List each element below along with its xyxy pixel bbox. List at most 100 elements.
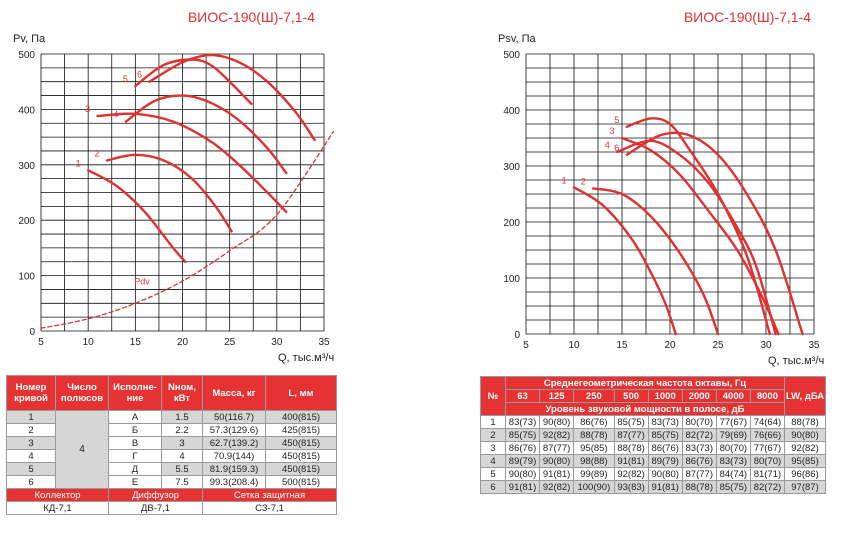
level-cell: 90(80): [539, 454, 575, 468]
mass: 99.3(208.4): [202, 475, 266, 489]
variant: Е: [108, 475, 162, 489]
level-cell: 91(81): [504, 480, 541, 494]
pv-series-label-4: 4: [113, 110, 118, 120]
level-cell: 92(82): [613, 467, 649, 481]
variant: А: [108, 410, 162, 424]
power: 3: [161, 436, 203, 450]
level-cell: 88(78): [573, 428, 615, 442]
right-chart: ВИОС-190(Ш)-7,1-4 5 10 15 20 25 30 35 0 100 200 30…: [421, 0, 842, 370]
pv-x-tick-label: 25: [224, 337, 236, 348]
header-curve-number: Номер кривой: [6, 375, 56, 411]
header-frequency-title: Среднегеометрическая частота октавы, Гц: [505, 376, 785, 390]
level-cell: 77(67): [749, 441, 786, 455]
pv-x-tick-label: 15: [130, 337, 142, 348]
lw-value: 88(78): [784, 415, 826, 429]
psv-series-label-2: 2: [581, 176, 586, 186]
variant: Б: [108, 423, 162, 437]
psv-series-1: [572, 186, 677, 336]
pv-x-tick-label: 20: [177, 337, 189, 348]
header-variant: Исполне-ние: [108, 375, 162, 411]
psv-y-tick-label: 400: [503, 106, 520, 117]
psv-x-tick-label: 10: [568, 340, 580, 351]
lw-value: 96(86): [784, 467, 826, 481]
level-cell: 77(67): [715, 415, 751, 429]
freq-250: 250: [573, 389, 615, 403]
level-cell: 83(73): [681, 441, 717, 455]
psv-series-3: [620, 136, 780, 336]
pv-series-label-1: 1: [76, 158, 81, 168]
mass: 62.7(139.2): [202, 436, 266, 450]
level-cell: 90(80): [504, 467, 541, 481]
header-level-title: Уровень звуковой мощности в полосе, дБ: [505, 402, 785, 416]
curve-number: 5: [6, 462, 56, 476]
psv-y-tick-label: 500: [503, 50, 520, 61]
header-length: L, мм: [265, 375, 337, 411]
psv-series-5: [625, 117, 771, 336]
psv-series-6: [625, 131, 804, 336]
level-cell: 88(78): [613, 441, 649, 455]
level-cell: 91(81): [613, 454, 649, 468]
psv-series-2: [592, 187, 720, 336]
header-lw: LW, дБА: [784, 376, 826, 416]
diffuser-header: Диффузор: [108, 488, 203, 502]
level-cell: 84(74): [715, 467, 751, 481]
level-cell: 82(72): [681, 428, 717, 442]
left-chart: ВИОС-190(Ш)-7,1-4 5 10 15 20 25 30 35 0 100 200 30…: [0, 0, 421, 370]
lw-value: 90(80): [784, 428, 826, 442]
pv-series-3: [96, 112, 288, 214]
pv-series-label-5: 5: [123, 74, 128, 84]
pv-x-tick-label: 30: [271, 337, 283, 348]
pv-series-label-2: 2: [95, 148, 100, 158]
level-cell: 91(81): [647, 480, 683, 494]
level-cell: 85(75): [647, 428, 683, 442]
row-number: 5: [480, 467, 506, 481]
level-cell: 86(76): [681, 454, 717, 468]
psv-series-label-5: 5: [614, 115, 619, 125]
table-row: 1 83(73) 90(80) 86(76) 85(75) 83(73) 80(70) 77(…: [480, 415, 826, 429]
pv-series-pdv: [40, 130, 335, 329]
psv-x-axis-label: Q, тыс.м³/ч: [768, 355, 824, 367]
length: 450(815): [265, 449, 337, 463]
curve-number: 6: [6, 475, 56, 489]
lw-value: 92(82): [784, 441, 826, 455]
freq-1000: 1000: [647, 389, 683, 403]
pv-series-6: [148, 53, 316, 142]
level-cell: 92(82): [539, 480, 575, 494]
table-row: 1 4 А 1.5 50(116.7) 400(815): [6, 410, 337, 489]
power: 1.5: [161, 410, 203, 424]
psv-x-tick-label: 25: [712, 340, 724, 351]
level-cell: 98(88): [573, 454, 615, 468]
grid-value: СЗ-7,1: [202, 501, 337, 515]
pv-series-1: [87, 169, 187, 263]
curve-number: 1: [6, 410, 56, 424]
noise-table: № Среднегеометрическая частота октавы, Г…: [480, 376, 826, 494]
pv-series-label-6: 6: [137, 70, 142, 80]
table-row: 6 91(81) 92(82) 100(90) 93(83) 91(81) 88(78) 85…: [480, 480, 826, 494]
pv-y-tick-label: 300: [18, 161, 35, 172]
level-cell: 91(81): [539, 467, 575, 481]
row-number: 6: [480, 480, 506, 494]
freq-4000: 4000: [715, 389, 751, 403]
table-row: 4 89(79) 90(80) 98(88) 91(81) 89(79) 86(76) 83(…: [480, 454, 826, 468]
power: 4: [161, 449, 203, 463]
length: 400(815): [265, 410, 337, 424]
level-cell: 83(73): [647, 415, 683, 429]
psv-series-label-6: 6: [614, 143, 619, 153]
pv-y-axis-label: Pv, Па: [13, 33, 46, 45]
header-power: Nном, кВт: [161, 375, 203, 411]
grid-header: Сетка защитная: [202, 488, 337, 502]
psv-x-tick-label: 15: [616, 340, 628, 351]
length: 500(815): [265, 475, 337, 489]
freq-2000: 2000: [681, 389, 717, 403]
header-number: №: [480, 376, 506, 416]
level-cell: 100(90): [573, 480, 615, 494]
row-number: 3: [480, 441, 506, 455]
diffuser-value: ДВ-7,1: [108, 501, 203, 515]
level-cell: 85(75): [613, 415, 649, 429]
freq-500: 500: [613, 389, 649, 403]
psv-y-tick-label: 0: [514, 330, 520, 341]
level-cell: 83(73): [715, 454, 751, 468]
level-cell: 93(83): [613, 480, 649, 494]
power: 7.5: [161, 475, 203, 489]
freq-8000: 8000: [749, 389, 786, 403]
